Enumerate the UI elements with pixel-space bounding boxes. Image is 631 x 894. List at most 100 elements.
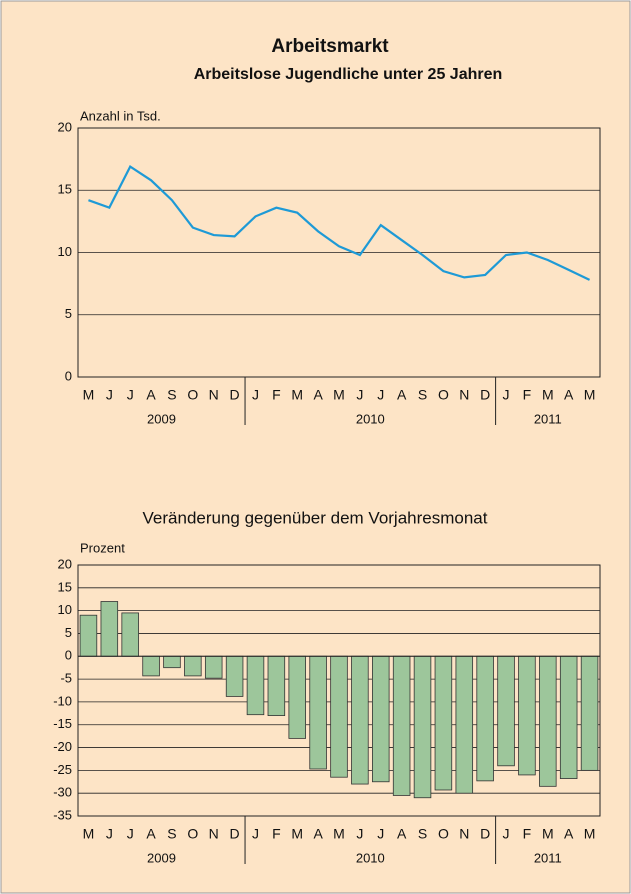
x-tick-label: D (480, 387, 490, 403)
bar (413, 655, 432, 799)
x-tick-label: F (272, 826, 281, 842)
year-label: 2009 (147, 850, 176, 865)
bar (497, 655, 515, 767)
x-tick-label: J (503, 826, 510, 842)
x-tick-label: D (230, 826, 240, 842)
bar (288, 655, 306, 739)
plot-frame (77, 127, 601, 378)
bar (559, 655, 578, 779)
bar (204, 655, 223, 679)
bar (580, 655, 599, 771)
line (88, 165, 591, 281)
x-tick-label: S (167, 826, 176, 842)
x-tick-label: J (106, 387, 113, 403)
x-tick-label: M (291, 387, 303, 403)
y-tick-label: 15 (58, 579, 72, 594)
x-tick-label: S (418, 826, 427, 842)
x-tick-label: A (564, 387, 574, 403)
x-tick-label: M (542, 387, 554, 403)
x-tick-label: J (356, 387, 363, 403)
x-tick-label: M (584, 387, 596, 403)
year-label: 2010 (356, 850, 385, 865)
bar (518, 655, 536, 776)
y-tick-label: -15 (53, 716, 72, 731)
y-axis-label: Prozent (80, 540, 125, 555)
x-tick-label: J (252, 826, 259, 842)
x-tick-label: A (313, 387, 323, 403)
bar (434, 655, 453, 791)
x-tick-label: F (523, 387, 532, 403)
bar (246, 655, 265, 716)
bar (100, 601, 119, 657)
x-tick-label: M (83, 826, 95, 842)
chart-title: Arbeitsmarkt (271, 36, 389, 57)
x-tick-label: M (584, 826, 596, 842)
bar (79, 614, 98, 657)
x-tick-label: F (272, 387, 281, 403)
bar (142, 655, 160, 677)
y-tick-label: 0 (65, 648, 72, 663)
bar (476, 655, 494, 782)
x-tick-label: N (209, 387, 219, 403)
x-tick-label: J (503, 387, 510, 403)
year-label: 2010 (356, 411, 385, 426)
chart-title: Veränderung gegenüber dem Vorjahresmonat (143, 508, 488, 527)
y-tick-label: 10 (58, 602, 72, 617)
y-tick-label: 5 (65, 306, 72, 321)
y-tick-label: -25 (53, 762, 72, 777)
x-tick-label: N (209, 826, 219, 842)
y-tick-label: 5 (65, 625, 72, 640)
year-label: 2009 (147, 411, 176, 426)
x-tick-label: J (252, 387, 259, 403)
x-tick-label: M (333, 387, 345, 403)
bar (392, 655, 411, 796)
x-tick-label: S (418, 387, 427, 403)
x-tick-label: A (397, 387, 407, 403)
x-tick-label: A (313, 826, 323, 842)
y-tick-label: 0 (65, 368, 72, 383)
bar (225, 655, 244, 697)
x-tick-label: F (523, 826, 532, 842)
x-tick-label: O (438, 387, 449, 403)
bar (184, 655, 202, 677)
y-tick-label: 20 (58, 119, 72, 134)
year-label: 2011 (534, 850, 562, 865)
x-tick-label: O (438, 826, 449, 842)
y-axis-label: Anzahl in Tsd. (80, 108, 161, 123)
x-tick-label: N (459, 387, 469, 403)
y-tick-label: 20 (58, 556, 72, 571)
y-tick-label: -5 (60, 671, 72, 686)
chart-subtitle: Arbeitslose Jugendliche unter 25 Jahren (194, 66, 503, 83)
y-tick-label: -20 (53, 739, 72, 754)
x-tick-label: J (127, 387, 134, 403)
bar (351, 655, 369, 785)
x-tick-label: A (146, 387, 156, 403)
x-tick-label: J (377, 826, 384, 842)
x-tick-label: D (230, 387, 240, 403)
x-tick-label: A (146, 826, 156, 842)
x-tick-label: M (83, 387, 95, 403)
y-tick-label: -35 (53, 807, 72, 822)
x-tick-label: M (333, 826, 345, 842)
plot-frame (77, 564, 601, 817)
bar (163, 655, 181, 669)
x-tick-label: J (106, 826, 113, 842)
bar (455, 655, 474, 794)
bar (372, 655, 390, 783)
bar (121, 612, 139, 657)
bar (330, 655, 348, 778)
x-tick-label: M (542, 826, 554, 842)
x-tick-label: M (291, 826, 303, 842)
bar (539, 655, 557, 787)
bar (267, 655, 286, 716)
year-label: 2011 (534, 411, 562, 426)
x-tick-label: J (356, 826, 363, 842)
y-tick-label: 10 (58, 244, 72, 259)
x-tick-label: J (127, 826, 134, 842)
y-tick-label: -10 (53, 693, 72, 708)
x-tick-label: S (167, 387, 176, 403)
y-tick-label: 15 (58, 182, 72, 197)
x-tick-label: D (480, 826, 490, 842)
x-tick-label: A (564, 826, 574, 842)
